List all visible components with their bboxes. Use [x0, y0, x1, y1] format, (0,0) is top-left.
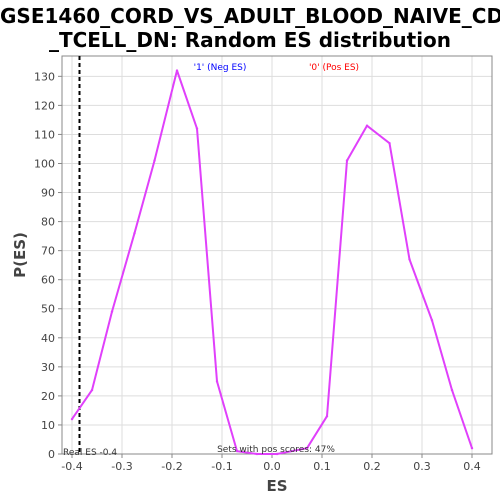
- data-point: [325, 415, 329, 418]
- x-tick-label: -0.4: [61, 460, 82, 473]
- y-tick-label: 30: [41, 361, 55, 374]
- y-tick-label: 120: [34, 99, 55, 112]
- data-point: [345, 159, 349, 162]
- data-point: [365, 124, 369, 127]
- data-point: [215, 380, 219, 383]
- y-tick-label: 20: [41, 390, 55, 403]
- real-es-label: Real ES -0.4: [63, 448, 117, 458]
- chart-title-line-2: _TCELL_DN: Random ES distribution: [48, 28, 452, 52]
- data-point: [450, 388, 454, 392]
- data-point: [195, 127, 199, 130]
- x-tick-label: 0.2: [363, 460, 381, 473]
- neg-es-label: '1' (Neg ES): [194, 63, 247, 73]
- data-point: [90, 388, 94, 392]
- x-tick-label: -0.3: [111, 460, 132, 473]
- x-axis-label: ES: [266, 477, 287, 495]
- data-point: [388, 141, 391, 145]
- data-point: [275, 452, 279, 456]
- y-tick-label: 70: [41, 245, 55, 258]
- x-tick-label: 0.0: [263, 460, 281, 473]
- plot-area: [62, 56, 492, 454]
- x-tick-label: 0.3: [413, 460, 431, 473]
- data-point: [255, 452, 259, 456]
- x-tick-label: -0.1: [211, 460, 232, 473]
- x-tick-label: 0.1: [313, 460, 331, 473]
- data-point: [305, 446, 309, 450]
- x-tick-label: 0.4: [463, 460, 481, 473]
- y-tick-label: 40: [41, 332, 55, 345]
- data-point: [175, 69, 179, 72]
- pos-es-label: '0' (Pos ES): [309, 63, 359, 73]
- y-tick-label: 100: [34, 157, 55, 170]
- y-tick-label: 130: [34, 70, 55, 83]
- y-tick-label: 60: [41, 274, 55, 287]
- x-tick-label: -0.2: [161, 460, 182, 473]
- y-tick-label: 0: [48, 448, 55, 461]
- data-point: [110, 310, 114, 313]
- data-point: [153, 159, 156, 162]
- data-point: [133, 232, 136, 235]
- y-tick-label: 10: [41, 419, 55, 432]
- pos-scores-label: Sets with pos scores: 47%: [217, 445, 335, 455]
- y-tick-label: 50: [41, 303, 55, 316]
- y-axis-label: P(ES): [11, 232, 29, 278]
- data-point: [235, 449, 239, 453]
- y-tick-label: 80: [41, 216, 55, 229]
- y-tick-label: 90: [41, 187, 55, 200]
- data-point: [430, 319, 434, 322]
- data-point: [70, 417, 74, 421]
- data-point: [470, 446, 474, 450]
- y-tick-label: 110: [34, 128, 55, 141]
- es-distribution-line: [71, 69, 473, 455]
- data-point: [408, 258, 411, 261]
- chart-title-line-1: GSE1460_CORD_VS_ADULT_BLOOD_NAIVE_CD4: [0, 4, 500, 28]
